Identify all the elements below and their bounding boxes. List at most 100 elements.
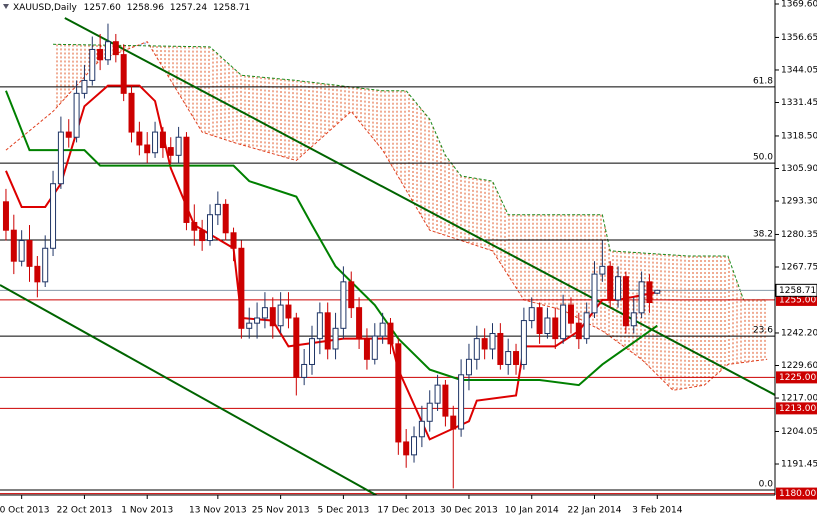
candle-body [411, 436, 418, 456]
candle-body [128, 92, 135, 133]
candle-body [144, 144, 151, 154]
trendline [0, 284, 379, 495]
candle-body [434, 384, 441, 404]
level-label-box [776, 487, 817, 500]
x-tick-label: 13 Nov 2013 [189, 506, 247, 516]
y-tick-label: 1267.75 [781, 262, 817, 272]
candle-body [513, 351, 520, 365]
fib-label: 38.2 [753, 230, 773, 240]
candle-body [395, 343, 402, 443]
candle-body [348, 281, 355, 309]
level-label: 1255.00 [779, 295, 816, 305]
trendline [64, 17, 775, 396]
candle-body [575, 322, 582, 340]
candle-body [26, 240, 33, 267]
price-label-box [775, 283, 817, 297]
candle-body [206, 214, 213, 242]
x-tick-label: 17 Dec 2013 [377, 506, 435, 516]
y-tick-label: 1369.60 [781, 0, 817, 10]
candle-body [560, 304, 567, 340]
candle-body [277, 304, 284, 327]
candle-body [630, 312, 637, 327]
candle-body [2, 201, 9, 231]
candle-body [269, 307, 276, 327]
y-tick-label: 1318.50 [781, 131, 817, 141]
candle-body [261, 307, 268, 319]
candle-body [607, 265, 614, 301]
level-label-box [776, 371, 817, 384]
candle-body [10, 229, 17, 262]
y-tick-label: 1293.30 [781, 197, 817, 207]
level-label: 1180.00 [779, 489, 816, 499]
candle-body [450, 415, 457, 430]
low-price: 1257.24 [170, 3, 207, 13]
x-tick-label: 3 Feb 2014 [632, 506, 683, 516]
candle-body [175, 136, 182, 156]
candle-body [567, 304, 574, 324]
candle-body [246, 322, 253, 329]
candle-body [199, 229, 206, 242]
price-label: 1258.71 [779, 286, 816, 296]
candle-body [528, 307, 535, 322]
candle-body [544, 317, 551, 334]
close-price: 1258.71 [213, 3, 250, 13]
symbol-icon [3, 4, 9, 9]
y-tick-label: 1305.90 [781, 164, 817, 174]
level-label-box [776, 293, 817, 306]
candle-body [442, 384, 449, 417]
candle-body [50, 183, 57, 249]
x-tick-label: 22 Jan 2014 [568, 506, 622, 516]
x-tick-label: 10 Jan 2014 [505, 506, 559, 516]
candle-body [89, 48, 96, 81]
x-tick-label: 22 Oct 2013 [57, 506, 113, 516]
level-label-box [776, 402, 817, 415]
candle-body [167, 147, 174, 156]
candle-body [183, 136, 190, 223]
y-tick-label: 1191.45 [781, 460, 817, 470]
candle-body [465, 358, 472, 376]
candle-body [254, 317, 261, 324]
x-tick-label: 10 Oct 2013 [0, 506, 49, 516]
x-tick-label: 25 Nov 2013 [252, 506, 310, 516]
candle-body [81, 79, 88, 94]
candle-body [18, 240, 25, 262]
y-tick-label: 1242.20 [781, 328, 817, 338]
candle-body [489, 332, 496, 350]
candle-body [356, 307, 363, 340]
y-tick-label: 1344.05 [781, 65, 817, 75]
candle-body [505, 351, 512, 365]
candle-body [238, 247, 245, 329]
fib-label: 61.8 [753, 76, 773, 86]
candle-body [458, 374, 465, 430]
candle-body [230, 232, 237, 249]
x-tick-label: 1 Nov 2013 [121, 506, 173, 516]
fib-label: 0.0 [759, 479, 774, 489]
candle-body [159, 131, 166, 149]
candle-body [316, 312, 323, 340]
cloud-span-b [53, 43, 768, 301]
symbol: XAUUSD,Daily [13, 3, 77, 13]
chart-header: XAUUSD,Daily 1257.60 1258.96 1257.24 125… [13, 3, 250, 13]
plot-area: 61.8 50.0 38.2 23.6 0.0 [0, 17, 775, 495]
candle-body [57, 131, 64, 185]
candle-body [371, 335, 378, 360]
candle-body [646, 281, 653, 303]
fib-label: 50.0 [753, 153, 773, 163]
candle-body [293, 317, 300, 378]
indicator-line [5, 84, 658, 441]
candle-body [309, 338, 316, 365]
y-tick-label: 1356.65 [781, 33, 817, 43]
candle-body [152, 131, 159, 154]
y-tick-label: 1280.35 [781, 230, 817, 240]
y-tick-label: 1331.45 [781, 98, 817, 108]
candle-body [104, 41, 111, 61]
x-tick-label: 30 Dec 2013 [440, 506, 498, 516]
open-price: 1257.60 [84, 3, 121, 13]
candle-body [363, 338, 370, 360]
candle-body [332, 327, 339, 350]
candle-body [97, 48, 104, 61]
candle-body [481, 338, 488, 350]
candle-body [426, 402, 433, 422]
candle-body [622, 276, 629, 327]
